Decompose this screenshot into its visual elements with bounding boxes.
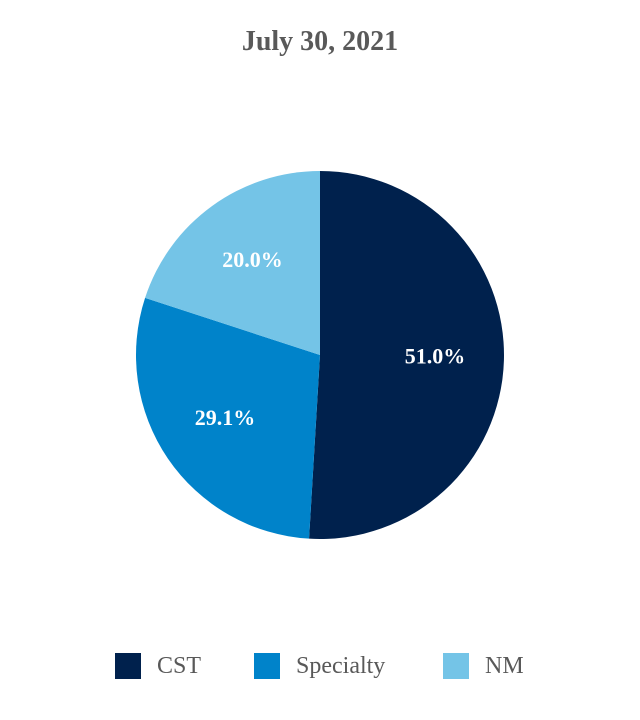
legend-item-specialty: Specialty — [254, 650, 385, 682]
pie-slice-cst — [309, 171, 504, 539]
pie-slice-specialty — [136, 297, 320, 539]
legend-item-cst: CST — [115, 650, 201, 682]
chart-title: July 30, 2021 — [241, 26, 399, 57]
legend-item-nm: NM — [443, 650, 524, 682]
pie-label-nm: 20.0% — [222, 247, 283, 272]
legend-swatch-nm — [443, 653, 469, 679]
pie-labels: 51.0% 29.1% 20.0% — [195, 247, 466, 430]
pie-label-specialty: 29.1% — [195, 405, 256, 430]
legend-swatch-specialty — [254, 653, 280, 679]
pie-slices — [136, 171, 504, 539]
pie-label-cst: 51.0% — [405, 343, 466, 368]
pie-slice-nm — [145, 171, 320, 355]
legend: CST Specialty NM — [0, 650, 640, 682]
legend-swatch-cst — [115, 653, 141, 679]
legend-label-cst: CST — [157, 652, 202, 679]
legend-label-nm: NM — [485, 652, 524, 679]
legend-label-specialty: Specialty — [296, 652, 386, 679]
